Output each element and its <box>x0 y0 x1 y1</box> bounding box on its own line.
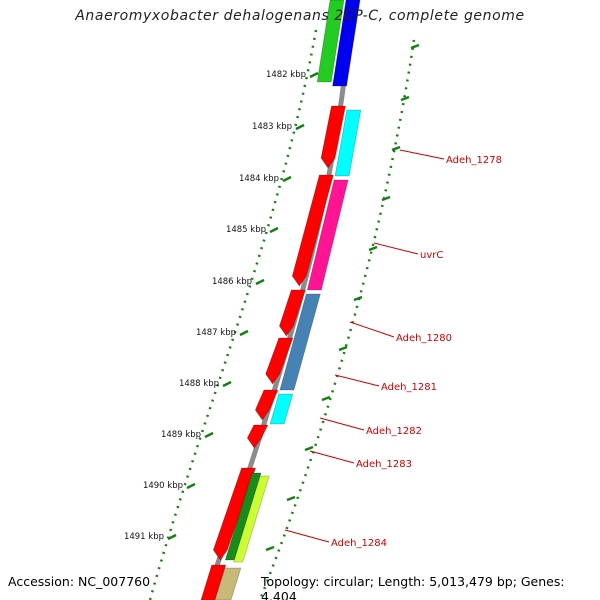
inner-tick-mark <box>391 145 401 152</box>
gene-label: uvrC <box>420 250 443 261</box>
scale-tick-mark <box>255 278 265 286</box>
gene-leader-line <box>309 450 355 464</box>
scale-tick-mark <box>204 431 214 439</box>
gene-leader-line <box>399 149 445 160</box>
gene-feature <box>214 567 242 600</box>
scale-tick-mark <box>222 380 232 388</box>
gene-feature <box>269 393 294 425</box>
inner-tick-mark <box>304 445 314 452</box>
scale-tick-mark <box>309 71 319 79</box>
gene-feature <box>212 467 257 561</box>
gene-label: Adeh_1280 <box>396 333 452 344</box>
scale-tick-label: 1487 kbp <box>196 328 236 338</box>
scale-tick-label: 1489 kbp <box>161 430 201 440</box>
scale-tick-label: 1485 kbp <box>226 225 266 235</box>
gene-feature <box>306 179 349 291</box>
gene-label: Adeh_1281 <box>381 382 437 393</box>
scale-tick-label: 1483 kbp <box>252 122 292 132</box>
scale-tick-label: 1482 kbp <box>266 70 306 80</box>
inner-tick-mark <box>338 345 348 352</box>
inner-tick-mark <box>265 545 275 552</box>
scale-tick-label: 1490 kbp <box>143 481 183 491</box>
gene-feature <box>200 564 227 600</box>
gene-feature <box>246 424 269 449</box>
scale-tick-mark <box>167 533 177 541</box>
accession-text: Accession: NC_007760 <box>8 574 151 589</box>
scale-tick-label: 1486 kbp <box>212 277 252 287</box>
scale-tick-mark <box>186 482 196 490</box>
gene-leader-line <box>349 321 395 338</box>
scale-tick-label: 1488 kbp <box>179 379 219 389</box>
genome-summary-text: Topology: circular; Length: 5,013,479 bp… <box>261 574 565 600</box>
gene-leader-line <box>284 529 330 543</box>
scale-tick-mark <box>295 123 305 131</box>
inner-tick-mark <box>321 395 331 402</box>
gene-leader-line <box>373 242 419 255</box>
inner-scale-line <box>258 39 416 600</box>
inner-tick-mark <box>400 95 410 102</box>
gene-feature <box>316 0 345 83</box>
gene-feature <box>291 174 334 287</box>
scale-tick-label: 1491 kbp <box>124 532 164 542</box>
scale-tick-label: 1484 kbp <box>239 174 279 184</box>
gene-feature <box>279 293 321 391</box>
inner-tick-mark <box>353 295 363 302</box>
gene-feature <box>334 109 362 177</box>
gene-label: Adeh_1278 <box>446 155 502 166</box>
gene-feature <box>332 0 361 87</box>
gene-feature <box>233 475 270 563</box>
inner-tick-mark <box>381 195 391 202</box>
gene-label: Adeh_1283 <box>356 459 412 470</box>
scale-tick-mark <box>239 329 249 337</box>
inner-tick-mark <box>410 43 420 50</box>
gene-label: Adeh_1282 <box>366 426 422 437</box>
page-title: Anaeromyxobacter dehalogenans 2CP-C, com… <box>75 8 525 24</box>
gene-feature <box>278 289 306 337</box>
gene-feature <box>265 337 294 385</box>
inner-tick-mark <box>368 245 378 252</box>
gene-feature <box>254 389 279 421</box>
gene-label: Adeh_1284 <box>331 538 387 549</box>
gene-leader-line <box>319 417 365 431</box>
scale-tick-mark <box>269 226 279 234</box>
gene-feature <box>320 105 346 169</box>
inner-tick-mark <box>286 495 296 502</box>
scale-tick-mark <box>282 175 292 183</box>
gene-leader-line <box>334 374 380 387</box>
